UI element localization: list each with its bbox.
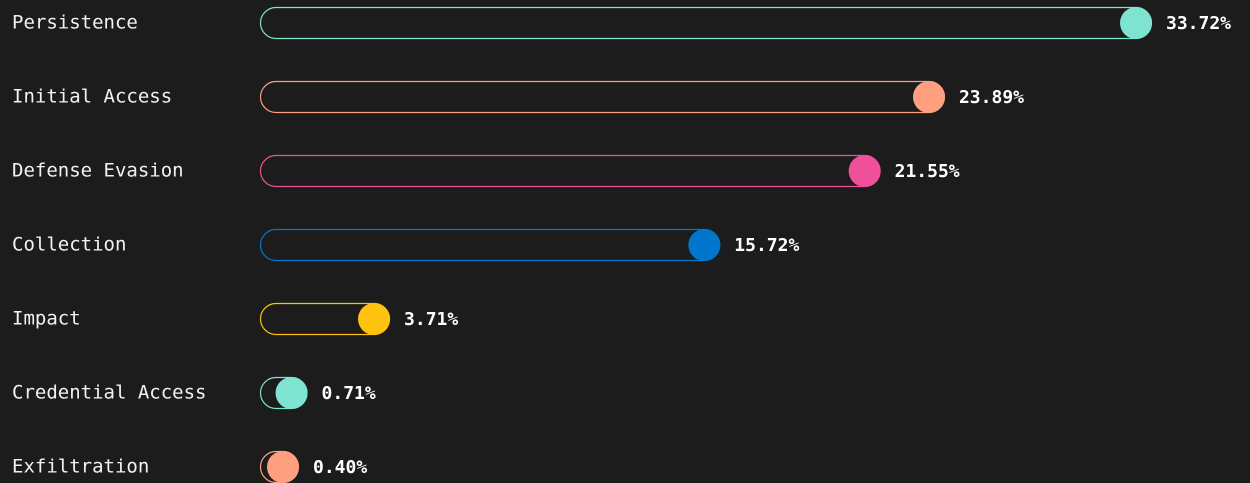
bar-knob	[267, 451, 299, 483]
bar-knob	[688, 229, 721, 261]
category-label: Impact	[12, 308, 81, 330]
value-label: 15.72%	[734, 235, 799, 256]
category-label: Persistence	[12, 12, 138, 34]
category-label: Initial Access	[12, 86, 172, 108]
bar	[259, 154, 881, 188]
value-label: 21.55%	[895, 161, 960, 182]
bar	[259, 228, 721, 262]
category-label: Exfiltration	[12, 456, 149, 478]
bar	[259, 80, 946, 114]
value-label: 0.71%	[322, 383, 376, 404]
value-label: 33.72%	[1166, 13, 1231, 34]
value-label: 3.71%	[404, 309, 458, 330]
category-label: Collection	[12, 234, 126, 256]
value-label: 0.40%	[313, 457, 367, 478]
bar-knob	[358, 303, 391, 335]
category-label: Defense Evasion	[12, 160, 184, 182]
bar-knob	[848, 155, 881, 187]
value-label: 23.89%	[959, 87, 1024, 108]
bar-knob	[1120, 7, 1152, 39]
bar-knob	[912, 81, 945, 113]
bar	[259, 6, 1153, 40]
bar-knob	[275, 377, 308, 409]
category-label: Credential Access	[12, 382, 206, 404]
